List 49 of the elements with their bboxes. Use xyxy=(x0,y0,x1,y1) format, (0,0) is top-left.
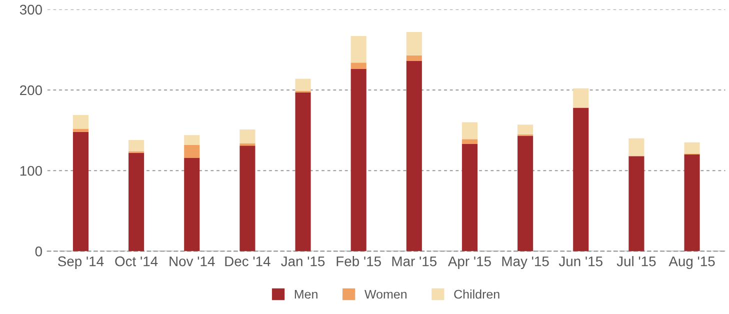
x-tick-label: Jul '15 xyxy=(616,256,656,266)
x-tick-label: Apr '15 xyxy=(448,256,491,270)
bar xyxy=(184,158,200,252)
bar xyxy=(406,61,422,252)
bar xyxy=(350,36,366,63)
x-tick-label: Oct '14 xyxy=(115,256,158,266)
bar xyxy=(128,152,144,252)
bar xyxy=(184,135,200,145)
x-tick-label: Sep '14 xyxy=(58,256,104,270)
bar xyxy=(573,88,589,108)
x-tick-label: May '15 xyxy=(502,256,549,270)
x-tick-label: Dec '14 xyxy=(225,256,270,266)
bar xyxy=(240,146,256,252)
bar xyxy=(350,69,366,252)
bar xyxy=(518,136,534,252)
bar xyxy=(518,124,534,134)
bar xyxy=(240,130,256,144)
legend-label: Men xyxy=(294,290,318,299)
bar xyxy=(628,156,644,252)
bar xyxy=(573,108,589,252)
bar xyxy=(72,128,89,132)
legend-label: Children xyxy=(454,289,500,299)
bar xyxy=(128,140,144,152)
x-tick-label: Aug '15 xyxy=(668,256,715,270)
x-tick-label: Nov '14 xyxy=(170,256,215,266)
y-tick-label: 100 xyxy=(20,166,42,176)
bar xyxy=(295,78,311,91)
bar xyxy=(295,92,311,252)
y-tick-label: 300 xyxy=(20,4,42,15)
bar xyxy=(72,132,89,252)
legend-label: Women xyxy=(364,290,406,299)
bar xyxy=(462,122,478,140)
bar xyxy=(184,144,200,158)
y-tick-label: 0 xyxy=(35,246,42,256)
bar xyxy=(462,139,478,144)
bar xyxy=(72,114,89,129)
x-tick-label: Mar '15 xyxy=(392,256,437,266)
bar xyxy=(628,138,644,156)
bar xyxy=(406,32,422,56)
bar xyxy=(684,154,700,252)
x-tick-label: Feb '15 xyxy=(336,256,381,266)
bar xyxy=(240,143,256,146)
bar xyxy=(684,142,700,154)
x-tick-label: Jun '15 xyxy=(558,256,602,266)
y-tick-label: 200 xyxy=(20,85,42,96)
x-tick-label: Jan '15 xyxy=(281,256,325,266)
bar xyxy=(350,62,366,70)
bar xyxy=(462,144,478,252)
bar xyxy=(406,55,422,61)
